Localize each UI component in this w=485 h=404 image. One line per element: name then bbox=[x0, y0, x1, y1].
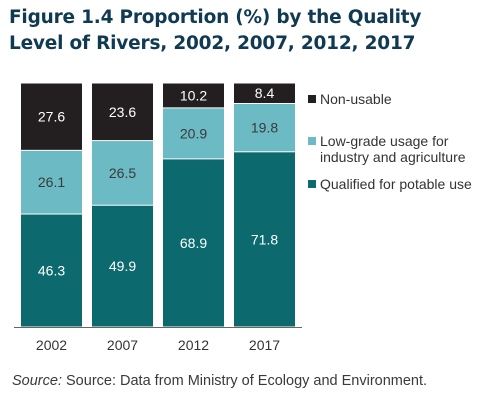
data-label-non-usable-2002: 27.6 bbox=[38, 109, 65, 125]
bar-low-grade-usage-for-industry-and-agriculture-2002 bbox=[21, 150, 82, 214]
x-tick-label-2012: 2012 bbox=[178, 337, 209, 353]
data-label-non-usable-2007: 23.6 bbox=[109, 104, 136, 120]
legend-swatch-qualified-for-potable-use bbox=[308, 180, 316, 188]
source-note: Source: Source: Data from Ministry of Ec… bbox=[12, 373, 427, 389]
segment-labels-group: 46.3 26.1 27.6 49.9 26.5 23.6 68.9 20.9 10.2 71.8… bbox=[38, 85, 278, 278]
chart-title: Figure 1.4 Proportion (%) by the Quality… bbox=[9, 7, 422, 54]
bar-non-usable-2017 bbox=[234, 83, 295, 103]
data-label-qualified-for-potable-use-2007: 49.9 bbox=[109, 258, 136, 274]
data-label-low-grade-usage-for-industry-and-agriculture-2017: 19.8 bbox=[251, 120, 278, 136]
data-label-non-usable-2012: 10.2 bbox=[180, 87, 207, 103]
data-label-non-usable-2017: 8.4 bbox=[255, 85, 275, 101]
x-tick-labels-group: 2002 2007 2012 2017 bbox=[36, 337, 280, 353]
data-label-low-grade-usage-for-industry-and-agriculture-2007: 26.5 bbox=[109, 165, 136, 181]
data-label-low-grade-usage-for-industry-and-agriculture-2012: 20.9 bbox=[180, 125, 207, 141]
legend-label-qualified-for-potable-use: Qualified for potable use bbox=[320, 176, 472, 192]
legend: Non-usable Low-grade usage for industry an… bbox=[308, 91, 472, 192]
bar-qualified-for-potable-use-2002 bbox=[21, 214, 82, 327]
bar-non-usable-2002 bbox=[21, 83, 82, 150]
bar-low-grade-usage-for-industry-and-agriculture-2012 bbox=[163, 108, 224, 159]
bar-qualified-for-potable-use-2017 bbox=[234, 152, 295, 327]
bar-qualified-for-potable-use-2012 bbox=[163, 159, 224, 327]
bar-non-usable-2007 bbox=[92, 83, 153, 141]
bar-low-grade-usage-for-industry-and-agriculture-2007 bbox=[92, 141, 153, 205]
source-text: Source: Data from Ministry of Ecology an… bbox=[66, 373, 428, 389]
data-label-qualified-for-potable-use-2002: 46.3 bbox=[38, 263, 65, 279]
source-label: Source: bbox=[12, 373, 62, 389]
legend-label-non-usable: Non-usable bbox=[320, 91, 392, 107]
bar-low-grade-usage-for-industry-and-agriculture-2017 bbox=[234, 103, 295, 152]
data-label-qualified-for-potable-use-2017: 71.8 bbox=[251, 231, 278, 247]
x-tick-label-2002: 2002 bbox=[36, 337, 67, 353]
data-label-qualified-for-potable-use-2012: 68.9 bbox=[180, 235, 207, 251]
bar-non-usable-2012 bbox=[163, 83, 224, 108]
data-label-low-grade-usage-for-industry-and-agriculture-2002: 26.1 bbox=[38, 174, 65, 190]
bar-qualified-for-potable-use-2007 bbox=[92, 205, 153, 327]
legend-swatch-low-grade-usage-for-industry-and-agriculture bbox=[308, 137, 316, 145]
legend-swatch-non-usable bbox=[308, 95, 316, 103]
x-tick-label-2017: 2017 bbox=[249, 337, 280, 353]
x-tick-label-2007: 2007 bbox=[107, 337, 138, 353]
bars-group bbox=[21, 83, 295, 327]
legend-label-low-grade-usage-for-industry-and-agriculture: Low-grade usage for industry and agricult… bbox=[320, 133, 466, 165]
